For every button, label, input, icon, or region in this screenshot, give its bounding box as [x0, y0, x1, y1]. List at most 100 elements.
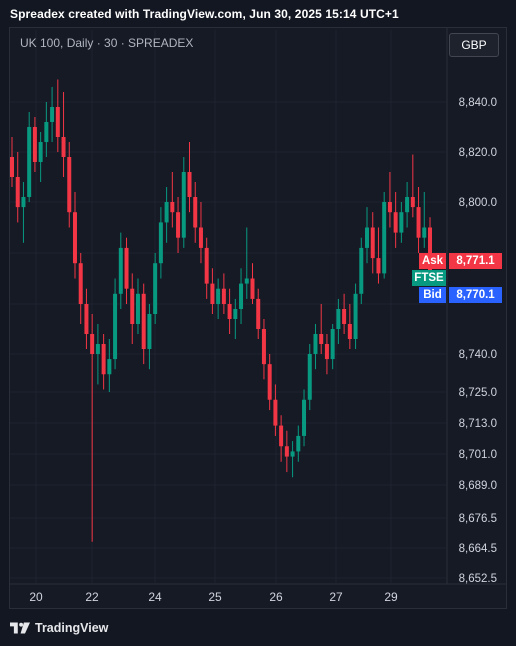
candle-body: [296, 435, 301, 452]
candle-body: [250, 278, 255, 299]
y-tick-label: 8,840.0: [459, 97, 497, 109]
chart-caption: Spreadex created with TradingView.com, J…: [10, 7, 399, 21]
candle-body: [239, 283, 244, 309]
candle-body: [61, 137, 66, 157]
candle-body: [399, 212, 404, 233]
candle-body: [216, 288, 221, 304]
candle-body: [284, 446, 289, 457]
candle-body: [118, 247, 123, 294]
candle-body: [95, 344, 100, 354]
y-tick-label: 8,800.0: [459, 197, 497, 209]
candle-body: [101, 344, 106, 375]
time-axis: 20 22 24 25 26 27 29: [29, 590, 398, 604]
bid-label-tag: Bid: [419, 287, 446, 303]
candle-body: [267, 364, 272, 400]
candle-body: [227, 304, 232, 319]
y-tick-label: 8,689.0: [459, 480, 497, 492]
candle-body: [181, 172, 186, 238]
y-tick-label: 8,664.5: [459, 543, 497, 555]
candle-body: [376, 258, 381, 274]
candle-body: [342, 309, 347, 324]
candle-body: [359, 247, 364, 294]
x-tick-label: 24: [148, 590, 162, 604]
candle-body: [256, 298, 261, 329]
x-tick-label: 25: [208, 590, 222, 604]
candle-body: [302, 399, 307, 436]
candle-body: [319, 334, 324, 344]
candle-body: [279, 425, 284, 447]
candle-body: [416, 207, 421, 238]
y-tick-label: 8,652.5: [459, 573, 497, 585]
candle-body: [261, 329, 266, 365]
candle-body: [67, 157, 72, 213]
candle-body: [365, 227, 370, 248]
candle-body: [90, 334, 95, 354]
candle-body: [176, 212, 181, 238]
candle-body: [72, 212, 77, 264]
bid-price-tag: 8,770.1: [449, 287, 502, 303]
candle-body: [164, 202, 169, 223]
ask-price-tag: 8,771.1: [449, 253, 502, 269]
candle-body: [27, 127, 32, 197]
x-tick-label: 20: [29, 590, 43, 604]
y-tick-label: 8,701.0: [459, 449, 497, 461]
y-tick-label: 8,740.0: [459, 349, 497, 361]
candle-body: [313, 334, 318, 354]
candle-body: [290, 451, 295, 457]
candle-body: [204, 247, 209, 284]
candle-body: [113, 293, 118, 360]
candle-body: [107, 359, 112, 375]
candle-body: [370, 227, 375, 259]
candle-body: [273, 399, 278, 426]
candle-body: [84, 304, 89, 334]
candle-body: [44, 122, 49, 142]
tradingview-logo-icon: [10, 622, 30, 634]
x-tick-label: 26: [269, 590, 283, 604]
y-tick-label: 8,676.5: [459, 513, 497, 525]
candle-body: [221, 288, 226, 304]
y-tick-label: 8,725.0: [459, 387, 497, 399]
candle-body: [422, 227, 427, 238]
candle-body: [387, 202, 392, 213]
currency-button[interactable]: GBP: [449, 33, 499, 57]
candle-body: [428, 227, 432, 276]
price-axis: 8,840.0 8,820.0 8,800.0 8,740.0 8,725.0 8,713…: [459, 97, 497, 585]
ftse-symbol-tag: FTSE: [412, 270, 446, 286]
candle-body: [198, 227, 203, 248]
footer-brand[interactable]: TradingView: [10, 621, 108, 635]
footer-brand-text: TradingView: [35, 621, 109, 635]
symbol-info: UK 100, Daily · 30 · SPREADEX: [20, 36, 194, 50]
candle-body: [153, 263, 158, 314]
candle-body: [135, 293, 140, 324]
candle-body: [193, 197, 198, 228]
candle-body: [244, 278, 249, 284]
y-tick-label: 8,713.0: [459, 418, 497, 430]
candle-body: [410, 197, 415, 208]
candle-body: [233, 309, 238, 319]
candle-body: [78, 263, 83, 304]
x-tick-label: 29: [384, 590, 398, 604]
candle-body: [382, 202, 387, 274]
candle-body: [353, 293, 358, 339]
candle-body: [170, 202, 175, 213]
candle-body: [336, 309, 341, 329]
candle-body: [38, 142, 43, 162]
candle-body: [141, 293, 146, 349]
candle-body: [147, 314, 152, 349]
candle-body: [15, 177, 20, 208]
candle-body: [405, 197, 410, 213]
candle-body: [21, 197, 26, 208]
candle-body: [124, 247, 129, 289]
candle-body: [32, 127, 37, 162]
ask-label-tag: Ask: [419, 253, 446, 269]
candles: [10, 79, 432, 542]
candle-body: [50, 107, 55, 122]
candle-body: [55, 107, 60, 137]
candle-body: [393, 212, 398, 233]
candle-body: [210, 283, 215, 304]
candle-body: [307, 354, 312, 400]
candle-body: [187, 172, 192, 197]
candle-body: [324, 344, 329, 360]
candle-body: [347, 324, 352, 339]
